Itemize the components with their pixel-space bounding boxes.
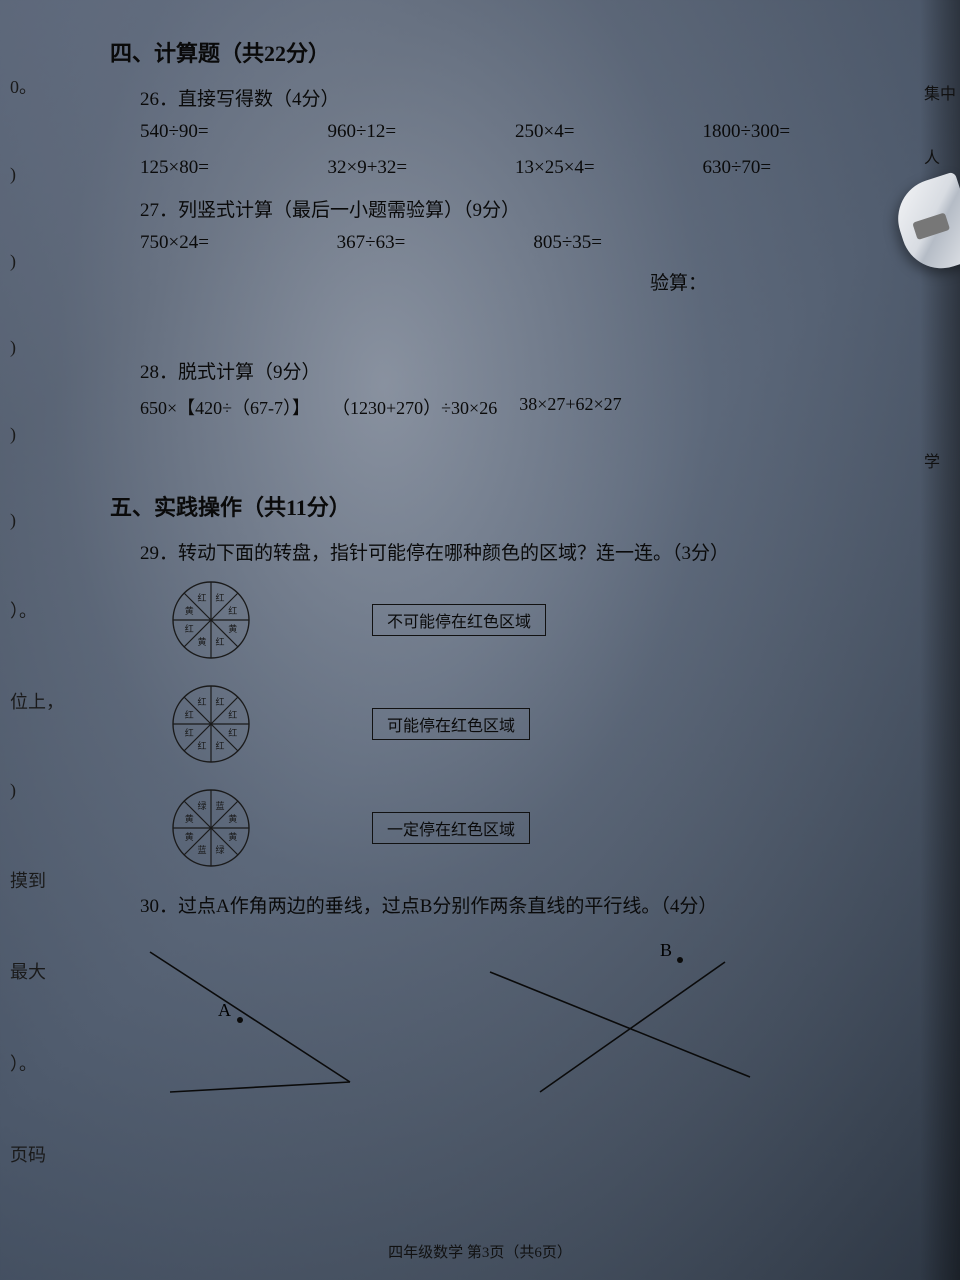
eq: 250×4= [515, 121, 703, 143]
q29-box-1: 不可能停在红色区域 [372, 604, 546, 636]
edge-frag: 摸到 [10, 867, 80, 893]
q26-label: 26．直接写得数（4分） [140, 84, 890, 111]
q30-angle-figure: A [110, 932, 410, 1102]
point-a-label: A [218, 1000, 231, 1020]
svg-text:红: 红 [228, 727, 237, 738]
eq: 630÷70= [703, 157, 891, 179]
eq: 750×24= [140, 232, 337, 254]
eq: （1230+270）÷30×26 [332, 394, 497, 420]
svg-text:黄: 黄 [185, 605, 194, 616]
edge-frag: 学 [924, 448, 956, 472]
svg-text:红: 红 [197, 592, 206, 603]
edge-frag: 最大 [10, 958, 80, 984]
eq: 13×25×4= [515, 157, 703, 179]
section-5: 五、实践操作（共11分） 29．转动下面的转盘，指针可能停在哪种颜色的区域？连一… [110, 490, 890, 1102]
svg-text:红: 红 [216, 636, 225, 647]
q29-box-3: 一定停在红色区域 [372, 812, 530, 844]
q29-row-1: 红红黄红黄红黄红 不可能停在红色区域 [170, 579, 890, 661]
q27-row: 750×24= 367÷63= 805÷35= [140, 232, 730, 254]
point-b-label: B [660, 940, 672, 960]
eq: 367÷63= [337, 232, 534, 254]
eq: 32×9+32= [328, 157, 516, 179]
edge-frag: 集中 [924, 80, 956, 104]
q29-row-3: 蓝黄黄绿蓝黄黄绿 一定停在红色区域 [170, 787, 890, 869]
q27-label: 27．列竖式计算（最后一小题需验算）（9分） [140, 195, 890, 222]
q28-row: 650×【420÷（67-7）】 （1230+270）÷30×26 38×27+… [140, 394, 890, 420]
edge-frag: 0。 [10, 73, 80, 99]
svg-text:黄: 黄 [197, 636, 206, 647]
q30-cross-figure: B [470, 932, 770, 1102]
left-page-edge: 0。 ) ) ) ) ) ）。 位上， ) 摸到 最大 ）。 页码 [0, 0, 80, 1280]
eq: 1800÷300= [703, 121, 891, 143]
edge-frag: ）。 [10, 597, 80, 623]
q30-label: 30．过点A作角两边的垂线，过点B分别作两条直线的平行线。（4分） [140, 891, 890, 918]
svg-text:黄: 黄 [185, 813, 194, 824]
q29-label: 29．转动下面的转盘，指针可能停在哪种颜色的区域？连一连。（3分） [140, 538, 890, 565]
svg-text:红: 红 [228, 709, 237, 720]
edge-frag: ) [10, 251, 80, 272]
q29-box-2: 可能停在红色区域 [372, 708, 530, 740]
svg-text:黄: 黄 [228, 813, 237, 824]
page-footer: 四年级数学 第3页（共6页） [0, 1241, 960, 1262]
svg-text:蓝: 蓝 [216, 800, 225, 811]
section-5-title: 五、实践操作（共11分） [110, 490, 890, 522]
svg-text:黄: 黄 [228, 623, 237, 634]
q26-row2: 125×80= 32×9+32= 13×25×4= 630÷70= [140, 157, 890, 179]
svg-text:红: 红 [228, 605, 237, 616]
q28-label: 28．脱式计算（9分） [140, 357, 890, 384]
edge-frag: 人 [924, 144, 956, 168]
edge-frag: ) [10, 424, 80, 445]
svg-text:红: 红 [197, 740, 206, 751]
svg-text:蓝: 蓝 [197, 844, 206, 855]
spinner-1: 红红黄红黄红黄红 [170, 579, 252, 661]
svg-text:红: 红 [197, 696, 206, 707]
eq: 125×80= [140, 157, 328, 179]
spinner-2: 红红红红红红红红 [170, 683, 252, 765]
eq: 805÷35= [533, 232, 730, 254]
q29-body: 红红黄红黄红黄红 不可能停在红色区域 红红红红红红红红 可能停在红色区域 蓝黄黄… [170, 579, 890, 869]
q27-check: 验算： [650, 268, 890, 295]
edge-frag: ) [10, 510, 80, 531]
eq: 38×27+62×27 [519, 394, 621, 420]
eq: 650×【420÷（67-7）】 [140, 394, 310, 420]
svg-text:绿: 绿 [197, 800, 206, 811]
svg-text:红: 红 [216, 592, 225, 603]
svg-text:红: 红 [185, 623, 194, 634]
edge-frag: ) [10, 164, 80, 185]
svg-text:红: 红 [185, 727, 194, 738]
edge-frag: ) [10, 337, 80, 358]
section-4-title: 四、计算题（共22分） [110, 36, 890, 68]
svg-text:红: 红 [185, 709, 194, 720]
q30-figures: A B [110, 932, 890, 1102]
svg-text:黄: 黄 [228, 831, 237, 842]
eq: 960÷12= [328, 121, 516, 143]
svg-text:黄: 黄 [185, 831, 194, 842]
eq: 540÷90= [140, 121, 328, 143]
edge-frag: 位上， [10, 688, 80, 714]
edge-frag: ）。 [10, 1050, 80, 1076]
edge-frag: 页码 [10, 1141, 80, 1167]
exam-paper: 四、计算题（共22分） 26．直接写得数（4分） 540÷90= 960÷12=… [0, 0, 960, 1280]
q26-row1: 540÷90= 960÷12= 250×4= 1800÷300= [140, 121, 890, 143]
q29-row-2: 红红红红红红红红 可能停在红色区域 [170, 683, 890, 765]
svg-text:红: 红 [216, 740, 225, 751]
section-4: 四、计算题（共22分） 26．直接写得数（4分） 540÷90= 960÷12=… [110, 36, 890, 420]
spinner-3: 蓝黄黄绿蓝黄黄绿 [170, 787, 252, 869]
edge-frag: ) [10, 780, 80, 801]
svg-text:绿: 绿 [216, 844, 225, 855]
svg-text:红: 红 [216, 696, 225, 707]
